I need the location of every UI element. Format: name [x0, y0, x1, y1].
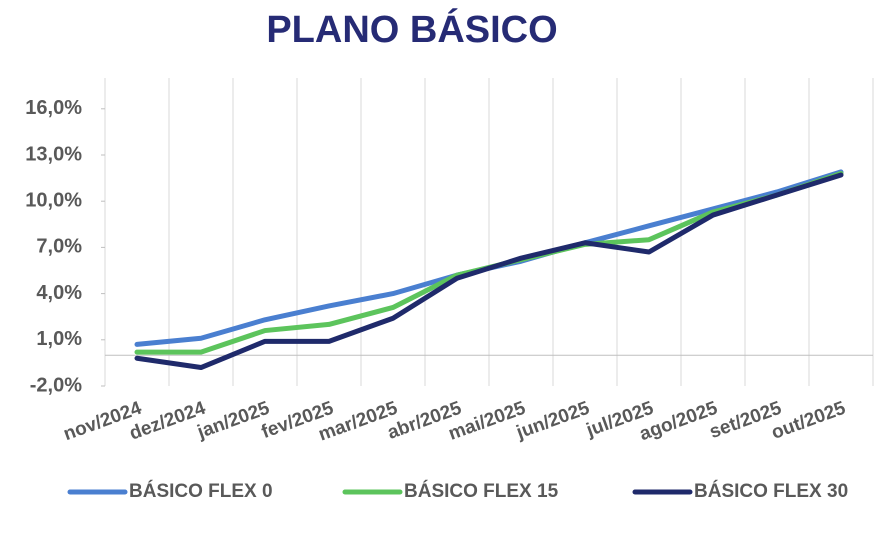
- x-tick-label: jan/2025: [194, 398, 273, 444]
- y-tick-label: 7,0%: [36, 236, 82, 258]
- series-line: [134, 172, 844, 371]
- legend-label: BÁSICO FLEX 15: [404, 480, 559, 502]
- y-tick-label: 10,0%: [25, 189, 82, 211]
- legend-label: BÁSICO FLEX 30: [694, 480, 848, 502]
- y-tick-label: -2,0%: [30, 374, 82, 396]
- y-tick-label: 1,0%: [36, 328, 82, 350]
- y-tick-label: 13,0%: [25, 143, 82, 165]
- chart-title: PLANO BÁSICO: [266, 7, 557, 51]
- y-tick-label: 4,0%: [36, 282, 82, 304]
- x-tick-label: jun/2025: [513, 398, 593, 444]
- legend-label: BÁSICO FLEX 0: [129, 480, 273, 502]
- x-tick-label: out/2025: [769, 398, 849, 444]
- y-tick-label: 16,0%: [25, 97, 82, 119]
